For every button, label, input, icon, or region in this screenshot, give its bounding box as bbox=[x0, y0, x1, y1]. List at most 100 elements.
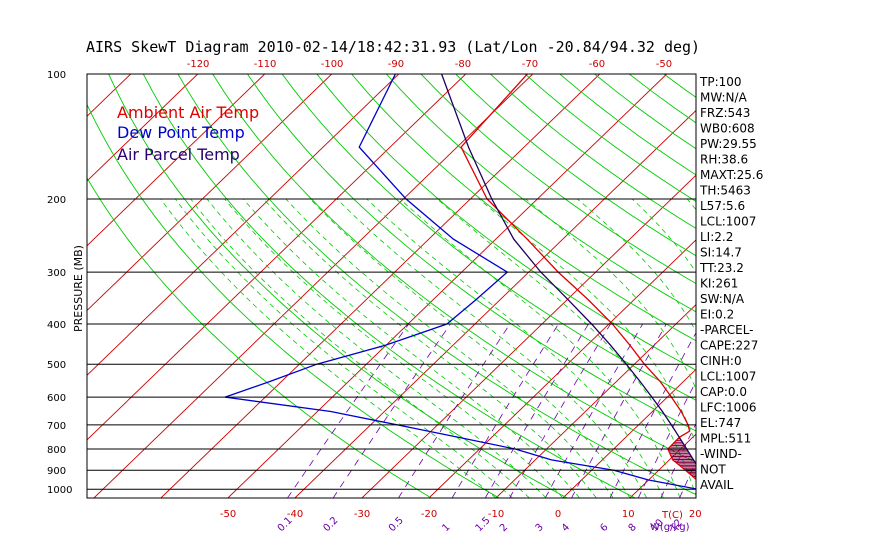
mixing-ratio-line bbox=[287, 323, 410, 498]
moist-adiabat-line bbox=[336, 198, 647, 498]
pressure-tick-label: 500 bbox=[47, 360, 66, 371]
air-parcel-temp-line bbox=[440, 74, 696, 465]
bottom-temp-tick-label: -50 bbox=[220, 509, 236, 520]
stability-index-item: WB0:608 bbox=[700, 122, 755, 136]
dry-adiabat-line bbox=[142, 74, 636, 498]
chart-title: AIRS SkewT Diagram 2010-02-14/18:42:31.9… bbox=[86, 38, 700, 56]
isotherm-line bbox=[93, 74, 534, 498]
pressure-tick-label: 400 bbox=[47, 320, 66, 331]
cin-hatch-region bbox=[668, 438, 696, 480]
stability-index-item: AVAIL bbox=[700, 478, 734, 492]
stability-index-item: LFC:1006 bbox=[700, 401, 757, 415]
pressure-tick-label: 1000 bbox=[47, 485, 72, 496]
pressure-tick-label: 100 bbox=[47, 70, 66, 81]
dry-adiabat-line bbox=[87, 103, 500, 498]
mixing-ratio-line bbox=[332, 323, 451, 498]
isotherm-line bbox=[428, 239, 696, 498]
dry-adiabat-line bbox=[108, 74, 568, 498]
stability-index-item: CAPE:227 bbox=[700, 339, 758, 353]
isotherm-line bbox=[160, 74, 601, 498]
moist-adiabat-line bbox=[309, 198, 631, 498]
stability-index-item: KI:261 bbox=[700, 277, 738, 291]
isotherm-line bbox=[87, 74, 333, 312]
stability-index-item: TH:5463 bbox=[699, 184, 751, 198]
bottom-temp-tick-label: -10 bbox=[488, 509, 504, 520]
legend-dew-point-temp: Dew Point Temp bbox=[117, 123, 245, 142]
stability-index-item: -WIND- bbox=[700, 447, 742, 461]
stability-index-item: FRZ:543 bbox=[700, 106, 750, 120]
stability-index-item: MW:N/A bbox=[700, 91, 748, 105]
dry-adiabat-line bbox=[87, 177, 432, 498]
moist-adiabat-line bbox=[160, 198, 497, 498]
bottom-temp-tick-label: -40 bbox=[287, 509, 303, 520]
stability-index-item: RH:38.6 bbox=[700, 153, 748, 167]
y-axis-label: PRESSURE (MB) bbox=[72, 245, 85, 332]
dry-adiabat-line bbox=[316, 74, 696, 371]
mixing-ratio-line bbox=[609, 331, 696, 498]
dry-adiabat-line bbox=[212, 74, 696, 463]
moist-adiabat-line bbox=[366, 198, 664, 498]
isotherm-line bbox=[294, 109, 696, 498]
dry-adiabat-line bbox=[420, 74, 696, 284]
pressure-tick-label: 700 bbox=[47, 421, 66, 432]
grid-layer bbox=[87, 74, 696, 498]
isotherm-line bbox=[227, 74, 668, 498]
stability-index-item: LCL:1007 bbox=[700, 215, 756, 229]
moist-adiabat-line bbox=[263, 198, 597, 498]
moist-adiabat-line bbox=[576, 198, 696, 333]
moist-adiabat-line bbox=[478, 198, 696, 445]
top-temp-tick-label: -110 bbox=[254, 59, 277, 70]
isotherm-line bbox=[87, 74, 467, 441]
pressure-tick-label: 300 bbox=[47, 268, 66, 279]
moist-adiabat-line bbox=[285, 198, 614, 498]
stability-index-item: LCL:1007 bbox=[700, 370, 756, 384]
isotherm-line bbox=[495, 304, 696, 498]
pressure-tick-label: 900 bbox=[47, 466, 66, 477]
stability-index-item: TT:23.2 bbox=[699, 261, 744, 275]
stability-index-item: L57:5.6 bbox=[700, 199, 745, 213]
dry-adiabat-line bbox=[247, 74, 696, 432]
mixing-ratio-line bbox=[398, 323, 511, 498]
dew-point-temp-line bbox=[224, 74, 696, 490]
isotherm-line bbox=[87, 74, 400, 376]
top-temp-tick-label: -60 bbox=[589, 59, 605, 70]
stability-index-item: MAXT:25.6 bbox=[700, 168, 763, 182]
isotherm-line bbox=[361, 174, 696, 498]
stability-index-item: CINH:0 bbox=[700, 354, 742, 368]
isotherm-line bbox=[87, 74, 266, 247]
dry-adiabat-line bbox=[351, 74, 696, 342]
stability-index-item: NOT bbox=[700, 463, 726, 477]
t-unit-label: T(C) bbox=[661, 510, 683, 521]
top-temp-tick-label: -50 bbox=[656, 59, 672, 70]
moist-adiabat-line bbox=[224, 198, 564, 498]
top-temp-tick-label: -120 bbox=[187, 59, 210, 70]
stability-index-item: PW:29.55 bbox=[700, 137, 757, 151]
axis-frame bbox=[86, 73, 697, 499]
bottom-temp-tick-label: 20 bbox=[689, 509, 702, 520]
w-unit-label: W(g/kg) bbox=[650, 522, 690, 533]
top-temp-tick-label: -100 bbox=[321, 59, 344, 70]
top-temp-tick-label: -70 bbox=[522, 59, 538, 70]
stability-index-item: EI:0.2 bbox=[700, 308, 734, 322]
dry-adiabat-line bbox=[281, 74, 696, 401]
stability-index-item: SW:N/A bbox=[700, 292, 745, 306]
stability-index-item: TP:100 bbox=[699, 75, 742, 89]
dry-adiabat-line bbox=[455, 74, 696, 257]
mixing-ratio-line bbox=[571, 323, 667, 498]
dry-adiabat-line bbox=[385, 74, 696, 313]
top-temp-tick-label: -80 bbox=[455, 59, 471, 70]
bottom-temp-tick-label: 10 bbox=[622, 509, 635, 520]
moist-adiabat-line bbox=[525, 198, 696, 390]
isotherm-line bbox=[562, 368, 696, 498]
pressure-tick-label: 800 bbox=[47, 445, 66, 456]
stability-index-item: -PARCEL- bbox=[700, 323, 754, 337]
stability-index-item: CAP:0.0 bbox=[700, 385, 747, 399]
stability-index-item: LI:2.2 bbox=[700, 230, 733, 244]
stability-index-item: SI:14.7 bbox=[700, 246, 742, 260]
legend-ambient-air-temp: Ambient Air Temp bbox=[117, 103, 259, 122]
legend-air-parcel-temp: Air Parcel Temp bbox=[117, 145, 240, 164]
stability-index-item: MPL:511 bbox=[700, 432, 751, 446]
